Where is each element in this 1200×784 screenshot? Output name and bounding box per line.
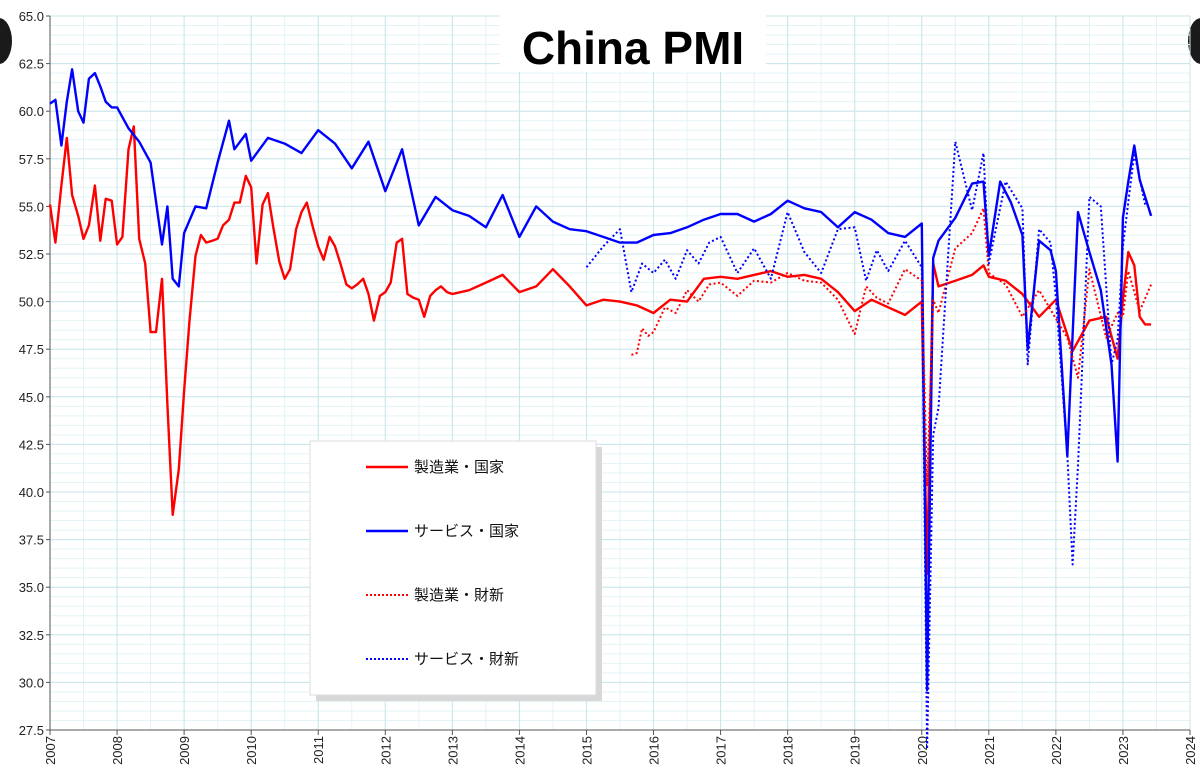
x-tick-label: 2016	[647, 736, 662, 765]
legend-box	[309, 440, 597, 696]
x-tick-label: 2014	[512, 736, 527, 765]
y-tick-label: 35.0	[19, 580, 44, 595]
x-tick-label: 2007	[43, 736, 58, 765]
axes: 27.5 30.0 32.5 35.0 37.5 40.0 42.5 45.0 47.5 50.0…	[19, 9, 1198, 765]
x-tick-label: 2015	[579, 736, 594, 765]
y-tick-label: 32.5	[19, 628, 44, 643]
x-tick-label: 2008	[110, 736, 125, 765]
y-tick-label: 62.5	[19, 57, 44, 72]
y-tick-label: 60.0	[19, 104, 44, 119]
x-tick-label: 2022	[1049, 736, 1064, 765]
x-tick-label: 2011	[311, 736, 326, 764]
y-tick-label: 50.0	[19, 295, 44, 310]
title-background	[500, 14, 766, 72]
y-tick-label: 37.5	[19, 533, 44, 548]
y-tick-label: 27.5	[19, 723, 44, 738]
x-tick-label: 2017	[714, 736, 729, 765]
right-edge-control[interactable]	[1188, 18, 1200, 64]
x-tick-label: 2023	[1116, 736, 1131, 765]
y-tick-label: 52.5	[19, 247, 44, 262]
gridlines	[49, 15, 1191, 731]
legend-label-1: 製造業・国家	[414, 458, 504, 476]
x-tick-label: 2009	[177, 736, 192, 765]
x-tick-label: 2013	[445, 736, 460, 765]
legend-label-3: 製造業・財新	[414, 586, 504, 604]
y-tick-label: 55.0	[19, 199, 44, 214]
y-tick-label: 57.5	[19, 152, 44, 167]
series-line-4	[585, 140, 1147, 750]
x-tick-label: 2018	[781, 736, 796, 765]
x-tick-label: 2020	[915, 736, 930, 765]
x-tick-label: 2019	[848, 736, 863, 765]
y-tick-label: 40.0	[19, 485, 44, 500]
x-tick-label: 2012	[378, 736, 393, 765]
y-tick-label: 45.0	[19, 390, 44, 405]
y-tick-label: 30.0	[19, 675, 44, 690]
legend-label-4: サービス・財新	[414, 650, 519, 668]
y-tick-label: 42.5	[19, 437, 44, 452]
y-tick-label: 47.5	[19, 342, 44, 357]
series-line-2	[49, 68, 1153, 692]
chart-title: China PMI	[522, 22, 744, 74]
x-tick-label: 2010	[244, 736, 259, 765]
x-tick-label: 2021	[982, 736, 997, 765]
y-tick-label: 65.0	[19, 9, 44, 24]
series-layer	[48, 68, 1153, 750]
x-tick-label: 2024	[1183, 736, 1198, 765]
legend-label-2: サービス・国家	[414, 522, 519, 540]
left-edge-control[interactable]	[0, 18, 12, 64]
